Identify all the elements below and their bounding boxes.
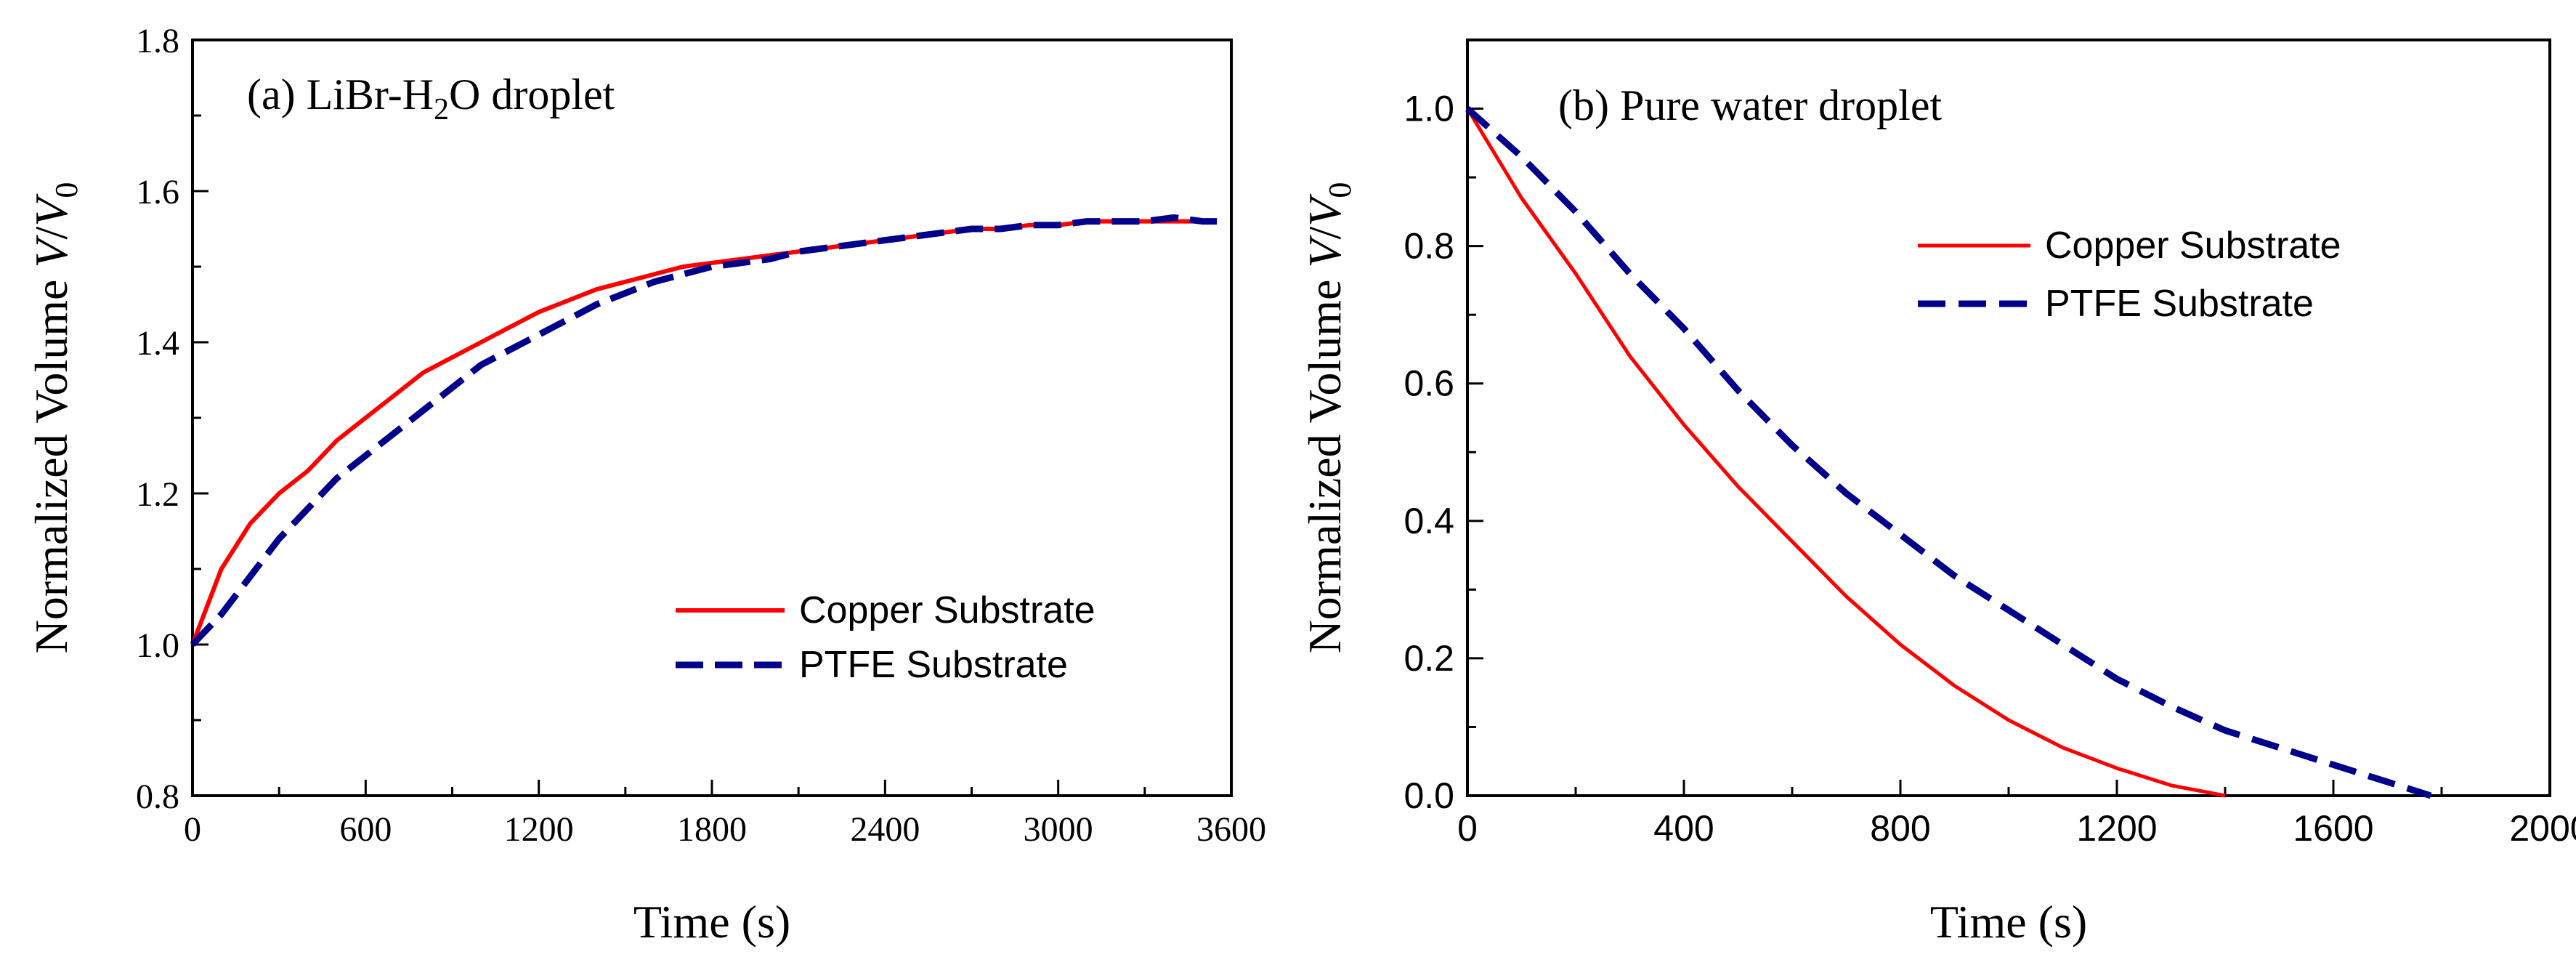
axis-ticks-a (191, 39, 1233, 797)
series-ptfe-line-b (1465, 106, 2432, 799)
series-ptfe-line-a (190, 214, 1218, 647)
y-tick-label: 0.8 (136, 778, 179, 816)
plot-frame-a (191, 39, 1233, 797)
y-tick-labels-a: 0.8 1.0 1.2 1.4 1.6 1.8 (136, 22, 179, 816)
x-tick-label: 0 (184, 810, 201, 849)
y-tick-label: 0.2 (1404, 638, 1454, 679)
y-tick-label: 1.0 (136, 626, 179, 665)
legend-label-copper: Copper Substrate (799, 589, 1095, 631)
y-tick-label: 1.8 (136, 22, 179, 60)
x-tick-labels-a: 0 600 1200 1800 2400 3000 3600 (184, 810, 1266, 849)
y-tick-label: 0.4 (1404, 501, 1454, 541)
legend-b: Copper Substrate PTFE Substrate (1918, 225, 2341, 325)
y-tick-label: 0.0 (1404, 775, 1454, 816)
x-tick-label: 600 (339, 810, 392, 849)
y-tick-label: 1.6 (136, 173, 179, 211)
y-axis-label-b: Normalized Volume V/V0 (1299, 182, 1358, 654)
x-axis-label-a: Time (s) (633, 896, 790, 948)
x-axis-label-b: Time (s) (1930, 896, 2087, 948)
y-tick-label: 1.4 (136, 324, 179, 363)
y-tick-labels-b: 0.0 0.2 0.4 0.6 0.8 1.0 (1404, 89, 1454, 816)
x-tick-label: 3600 (1196, 810, 1266, 849)
chart-panel-a: 0 600 1200 1800 2400 3000 3600 0.8 1.0 1… (25, 22, 1266, 948)
axis-ticks-b (1466, 39, 2551, 797)
legend-label-ptfe: PTFE Substrate (799, 644, 1068, 686)
x-tick-label: 800 (1870, 808, 1930, 849)
y-tick-label: 1.0 (1404, 89, 1454, 129)
panel-title-b: (b) Pure water droplet (1558, 81, 1942, 129)
x-tick-label: 1800 (677, 810, 747, 849)
x-tick-label: 1200 (504, 810, 574, 849)
y-axis-label-a: Normalized Volume V/V0 (25, 182, 84, 654)
series-copper-line-a (190, 219, 1218, 646)
y-tick-label: 0.6 (1404, 363, 1454, 404)
x-tick-label: 3000 (1024, 810, 1093, 849)
legend-label-ptfe: PTFE Substrate (2045, 283, 2314, 325)
x-tick-label: 400 (1653, 808, 1714, 849)
y-tick-label: 0.8 (1404, 226, 1454, 267)
series-copper-line-b (1465, 108, 2226, 798)
plot-frame-b (1466, 39, 2551, 797)
panel-title-a: (a) LiBr-H2O droplet (247, 70, 615, 126)
legend-label-copper: Copper Substrate (2045, 225, 2341, 267)
x-tick-label: 1200 (2076, 808, 2157, 849)
y-tick-label: 1.2 (136, 475, 179, 514)
x-tick-label: 0 (1457, 808, 1478, 849)
x-tick-label: 2400 (850, 810, 920, 849)
legend-a: Copper Substrate PTFE Substrate (676, 589, 1095, 686)
x-tick-label: 1600 (2293, 808, 2373, 849)
